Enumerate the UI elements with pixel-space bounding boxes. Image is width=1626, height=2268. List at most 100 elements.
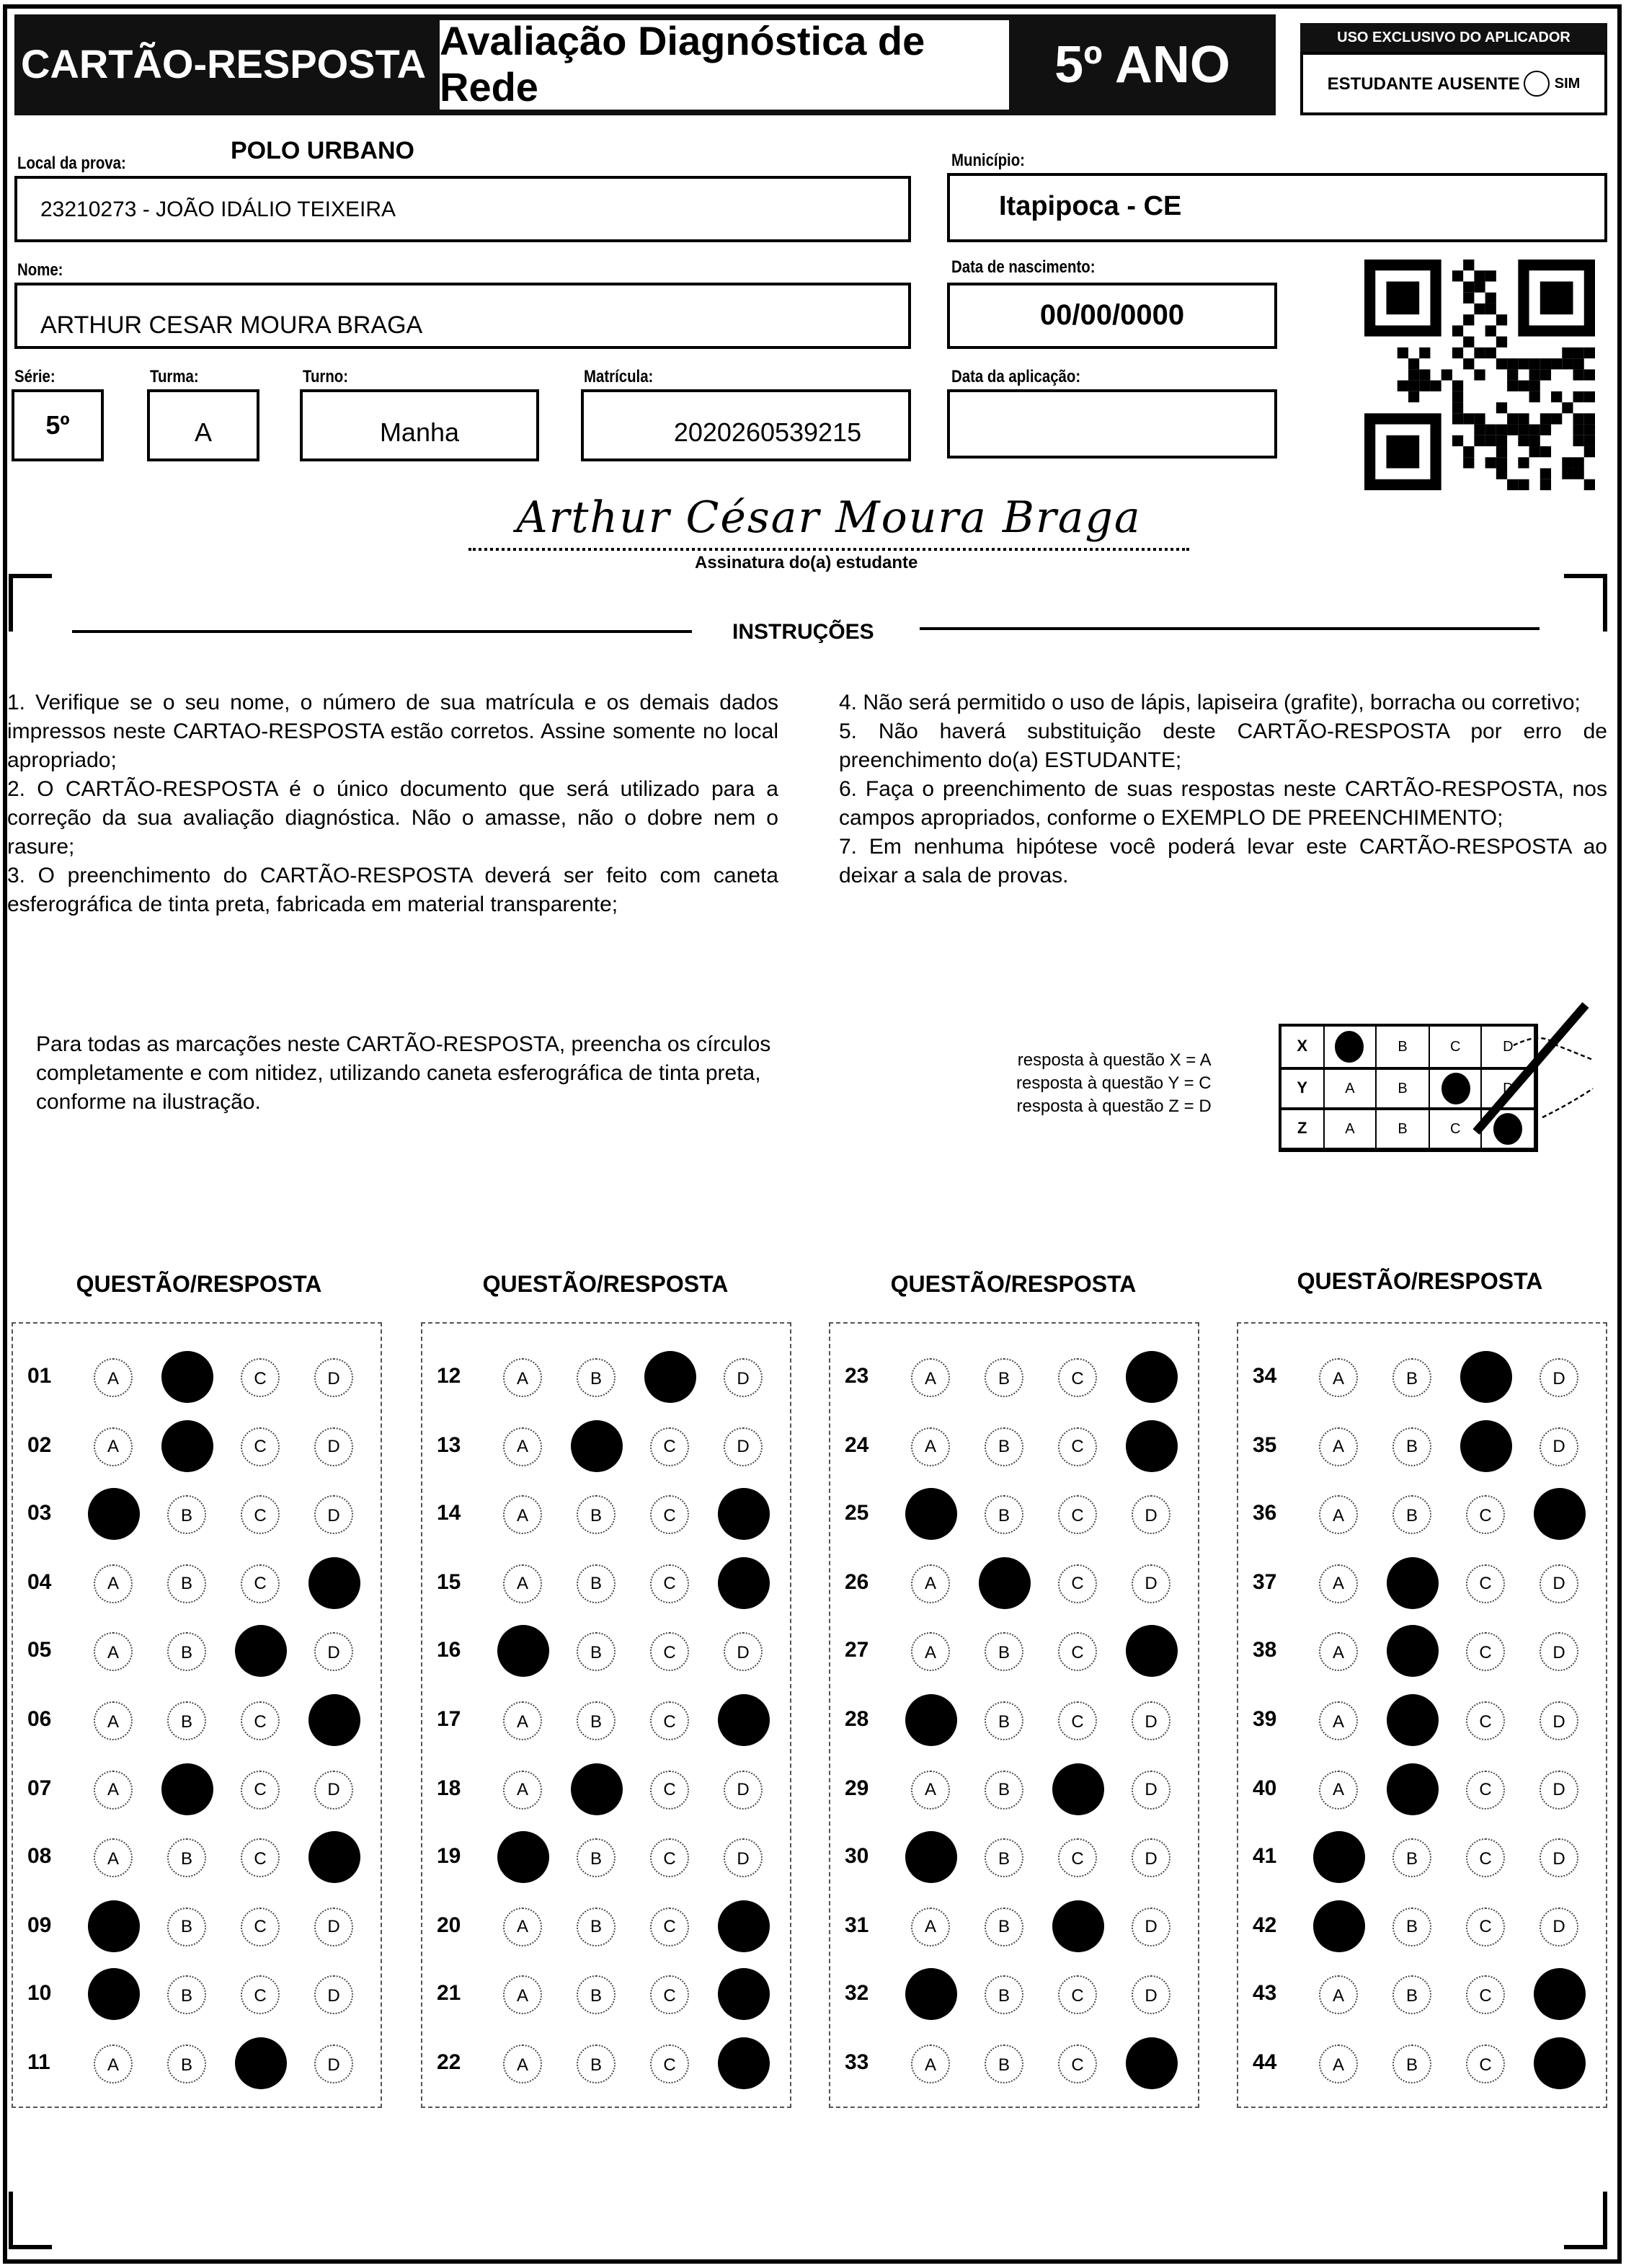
answer-bubble-c[interactable]: C xyxy=(241,1427,280,1466)
answer-bubble-d[interactable]: D xyxy=(1540,1358,1578,1397)
answer-bubble-b[interactable]: B xyxy=(1392,1358,1431,1397)
answer-bubble-b[interactable]: B xyxy=(167,2045,206,2083)
answer-bubble-a[interactable]: A xyxy=(94,1564,133,1603)
answer-bubble-a[interactable]: A xyxy=(911,1770,950,1809)
answer-bubble-b[interactable]: B xyxy=(1392,1907,1431,1946)
answer-bubble-c[interactable]: C xyxy=(1466,1564,1505,1603)
answer-bubble-c[interactable]: C xyxy=(1466,1838,1505,1878)
answer-bubble-c[interactable]: C xyxy=(1058,1427,1097,1466)
answer-bubble-b[interactable]: B xyxy=(1392,1975,1431,2015)
answer-bubble-c[interactable]: C xyxy=(1058,1358,1097,1397)
answer-bubble-a[interactable] xyxy=(905,1831,957,1884)
answer-bubble-b[interactable]: B xyxy=(577,1564,616,1603)
answer-bubble-d[interactable]: D xyxy=(724,1358,763,1397)
answer-bubble-d[interactable] xyxy=(718,1694,770,1746)
answer-bubble-c[interactable]: C xyxy=(1058,1975,1097,2015)
answer-bubble-c[interactable]: C xyxy=(650,1701,689,1740)
answer-bubble-d[interactable] xyxy=(1534,1488,1586,1541)
answer-bubble-b[interactable] xyxy=(1387,1763,1439,1815)
answer-bubble-d[interactable]: D xyxy=(314,1427,353,1466)
answer-bubble-d[interactable]: D xyxy=(1540,1770,1578,1809)
answer-bubble-a[interactable]: A xyxy=(911,1632,950,1672)
answer-bubble-a[interactable]: A xyxy=(503,1770,542,1809)
answer-bubble-b[interactable]: B xyxy=(985,1701,1023,1740)
answer-bubble-c[interactable]: C xyxy=(241,1770,280,1809)
answer-bubble-a[interactable] xyxy=(497,1625,549,1678)
answer-bubble-d[interactable] xyxy=(1126,1351,1178,1403)
answer-bubble-c[interactable]: C xyxy=(650,1632,689,1672)
answer-bubble-d[interactable]: D xyxy=(314,1975,353,2015)
answer-bubble-a[interactable] xyxy=(1313,1831,1365,1884)
answer-bubble-c[interactable] xyxy=(1052,1900,1104,1952)
answer-bubble-a[interactable]: A xyxy=(503,1701,542,1740)
answer-bubble-c[interactable]: C xyxy=(650,1907,689,1946)
answer-bubble-d[interactable] xyxy=(308,1694,360,1746)
answer-bubble-c[interactable]: C xyxy=(241,1495,280,1535)
answer-bubble-a[interactable] xyxy=(905,1694,957,1746)
answer-bubble-a[interactable] xyxy=(1313,1900,1365,1952)
answer-bubble-d[interactable] xyxy=(308,1556,360,1609)
answer-bubble-c[interactable]: C xyxy=(650,1838,689,1878)
answer-bubble-b[interactable] xyxy=(1387,1694,1439,1746)
answer-bubble-b[interactable]: B xyxy=(167,1564,206,1603)
answer-bubble-b[interactable] xyxy=(571,1419,623,1472)
answer-bubble-a[interactable]: A xyxy=(94,1427,133,1466)
answer-bubble-c[interactable]: C xyxy=(241,1564,280,1603)
answer-bubble-d[interactable]: D xyxy=(1540,1632,1578,1672)
answer-bubble-b[interactable]: B xyxy=(577,1975,616,2015)
answer-bubble-a[interactable]: A xyxy=(503,1427,542,1466)
answer-bubble-b[interactable]: B xyxy=(1392,1838,1431,1878)
answer-bubble-d[interactable]: D xyxy=(724,1770,763,1809)
answer-bubble-a[interactable]: A xyxy=(1319,1427,1358,1466)
answer-bubble-d[interactable]: D xyxy=(1132,1564,1170,1603)
answer-bubble-b[interactable] xyxy=(161,1763,213,1815)
answer-bubble-d[interactable]: D xyxy=(724,1427,763,1466)
answer-bubble-a[interactable]: A xyxy=(911,1427,950,1466)
answer-bubble-a[interactable]: A xyxy=(94,1632,133,1672)
answer-bubble-c[interactable]: C xyxy=(650,1975,689,2015)
answer-bubble-a[interactable] xyxy=(88,1900,140,1952)
answer-bubble-d[interactable] xyxy=(1534,2037,1586,2089)
answer-bubble-b[interactable]: B xyxy=(167,1495,206,1535)
answer-bubble-c[interactable]: C xyxy=(650,2045,689,2083)
answer-bubble-d[interactable] xyxy=(1126,1419,1178,1472)
answer-bubble-b[interactable]: B xyxy=(985,1770,1023,1809)
answer-bubble-b[interactable]: B xyxy=(577,1358,616,1397)
answer-bubble-d[interactable]: D xyxy=(314,1358,353,1397)
answer-bubble-d[interactable]: D xyxy=(1540,1701,1578,1740)
answer-bubble-c[interactable]: C xyxy=(650,1495,689,1535)
answer-bubble-b[interactable]: B xyxy=(577,1907,616,1946)
answer-bubble-d[interactable] xyxy=(718,2037,770,2089)
answer-bubble-d[interactable] xyxy=(1534,1968,1586,2021)
answer-bubble-b[interactable]: B xyxy=(1392,1495,1431,1535)
answer-bubble-c[interactable]: C xyxy=(1466,1975,1505,2015)
answer-bubble-d[interactable]: D xyxy=(314,1632,353,1672)
answer-bubble-c[interactable]: C xyxy=(1466,1701,1505,1740)
answer-bubble-b[interactable]: B xyxy=(985,1838,1023,1878)
answer-bubble-a[interactable]: A xyxy=(1319,1564,1358,1603)
answer-bubble-d[interactable]: D xyxy=(724,1632,763,1672)
answer-bubble-d[interactable] xyxy=(1126,2037,1178,2089)
answer-bubble-b[interactable]: B xyxy=(985,1358,1023,1397)
answer-bubble-b[interactable]: B xyxy=(167,1701,206,1740)
answer-bubble-d[interactable]: D xyxy=(314,1907,353,1946)
answer-bubble-a[interactable]: A xyxy=(911,2045,950,2083)
answer-bubble-c[interactable]: C xyxy=(241,1358,280,1397)
answer-bubble-a[interactable]: A xyxy=(1319,1495,1358,1535)
answer-bubble-d[interactable]: D xyxy=(1132,1838,1170,1878)
answer-bubble-c[interactable]: C xyxy=(1466,1907,1505,1946)
answer-bubble-d[interactable] xyxy=(718,1556,770,1609)
answer-bubble-b[interactable]: B xyxy=(985,1907,1023,1946)
answer-bubble-c[interactable] xyxy=(235,2037,287,2089)
answer-bubble-b[interactable]: B xyxy=(985,1427,1023,1466)
answer-bubble-c[interactable]: C xyxy=(241,1907,280,1946)
answer-bubble-b[interactable] xyxy=(1387,1625,1439,1678)
answer-bubble-a[interactable]: A xyxy=(503,1495,542,1535)
answer-bubble-c[interactable]: C xyxy=(1058,1838,1097,1878)
answer-bubble-b[interactable]: B xyxy=(577,2045,616,2083)
answer-bubble-d[interactable]: D xyxy=(1540,1907,1578,1946)
answer-bubble-d[interactable]: D xyxy=(314,2045,353,2083)
answer-bubble-c[interactable] xyxy=(1460,1419,1512,1472)
answer-bubble-b[interactable] xyxy=(1387,1556,1439,1609)
answer-bubble-a[interactable] xyxy=(88,1968,140,2021)
